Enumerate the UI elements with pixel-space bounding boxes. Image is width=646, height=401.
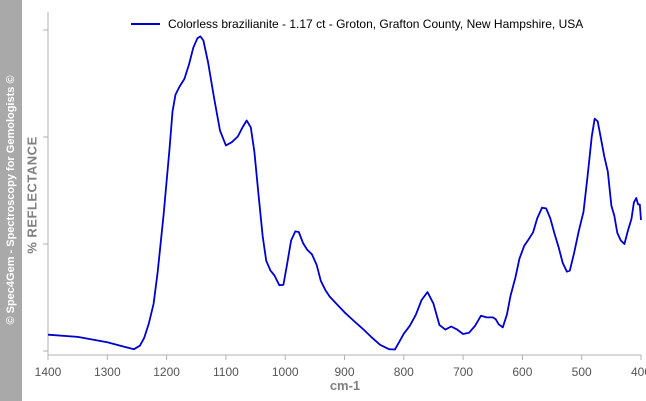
side-watermark-band: © Spec4Gem - Spectroscopy for Gemologist… xyxy=(0,0,22,401)
legend: Colorless brazilianite - 1.17 ct - Groto… xyxy=(131,17,583,31)
x-tick-label: 700 xyxy=(453,365,473,379)
x-axis-title: cm-1 xyxy=(330,378,360,393)
legend-label: Colorless brazilianite - 1.17 ct - Groto… xyxy=(168,17,583,31)
x-tick-label: 400 xyxy=(631,365,646,379)
x-tick-label: 1400 xyxy=(35,365,62,379)
x-ticks: 1400 1300 1200 1100 1000 900 800 700 600 500 400 xyxy=(35,355,646,379)
x-tick-label: 600 xyxy=(512,365,532,379)
x-tick-label: 1200 xyxy=(153,365,180,379)
x-tick-label: 500 xyxy=(572,365,592,379)
series-line xyxy=(47,35,642,351)
x-tick-label: 900 xyxy=(334,365,354,379)
x-tick-label: 1000 xyxy=(272,365,299,379)
x-tick-label: 1100 xyxy=(213,365,239,379)
axes xyxy=(43,12,641,356)
x-tick-label: 1300 xyxy=(94,365,121,379)
x-tick-label: 800 xyxy=(394,365,414,379)
